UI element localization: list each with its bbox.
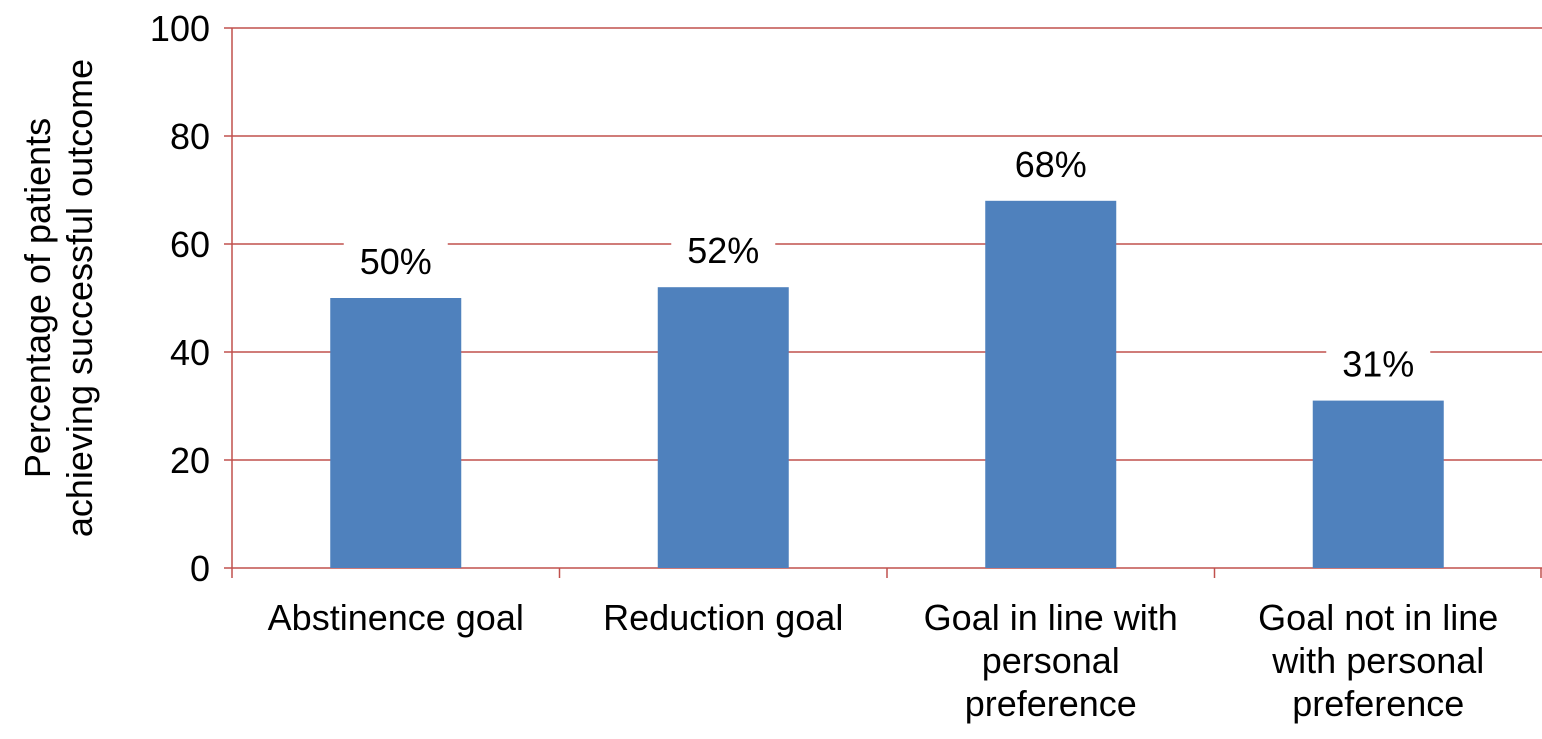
y-tick-labels: 0 20 40 60 80 100 [150,8,210,589]
category-label: Goal in line with personal preference [924,597,1178,724]
data-label: 52% [687,230,759,271]
y-tick-label: 60 [170,224,210,265]
y-tick-label: 0 [190,548,210,589]
y-tick-label: 80 [170,116,210,157]
bar [1312,400,1444,568]
y-tick-label: 40 [170,332,210,373]
data-label: 31% [1342,344,1414,385]
data-labels: 50% 52% 68% 31% [343,138,1431,387]
y-tick-label: 20 [170,440,210,481]
data-label: 50% [360,241,432,282]
y-axis-title: Percentage of patientsachieving successf… [17,59,100,537]
data-label-background [1326,338,1431,387]
data-label: 68% [1015,144,1087,185]
x-category-labels: Abstinence goal Reduction goal Goal in lin… [268,597,1499,724]
data-label-background [998,138,1103,187]
category-label: Reduction goal [603,597,843,638]
bar [330,298,462,568]
y-tick-label: 100 [150,8,210,49]
category-label: Abstinence goal [268,597,524,638]
data-label-background [343,236,448,284]
bars [330,200,1444,569]
category-label: Goal not in line with personal preference [1258,597,1498,724]
bar [657,287,789,568]
data-label-background [671,225,776,274]
bar [985,200,1117,569]
